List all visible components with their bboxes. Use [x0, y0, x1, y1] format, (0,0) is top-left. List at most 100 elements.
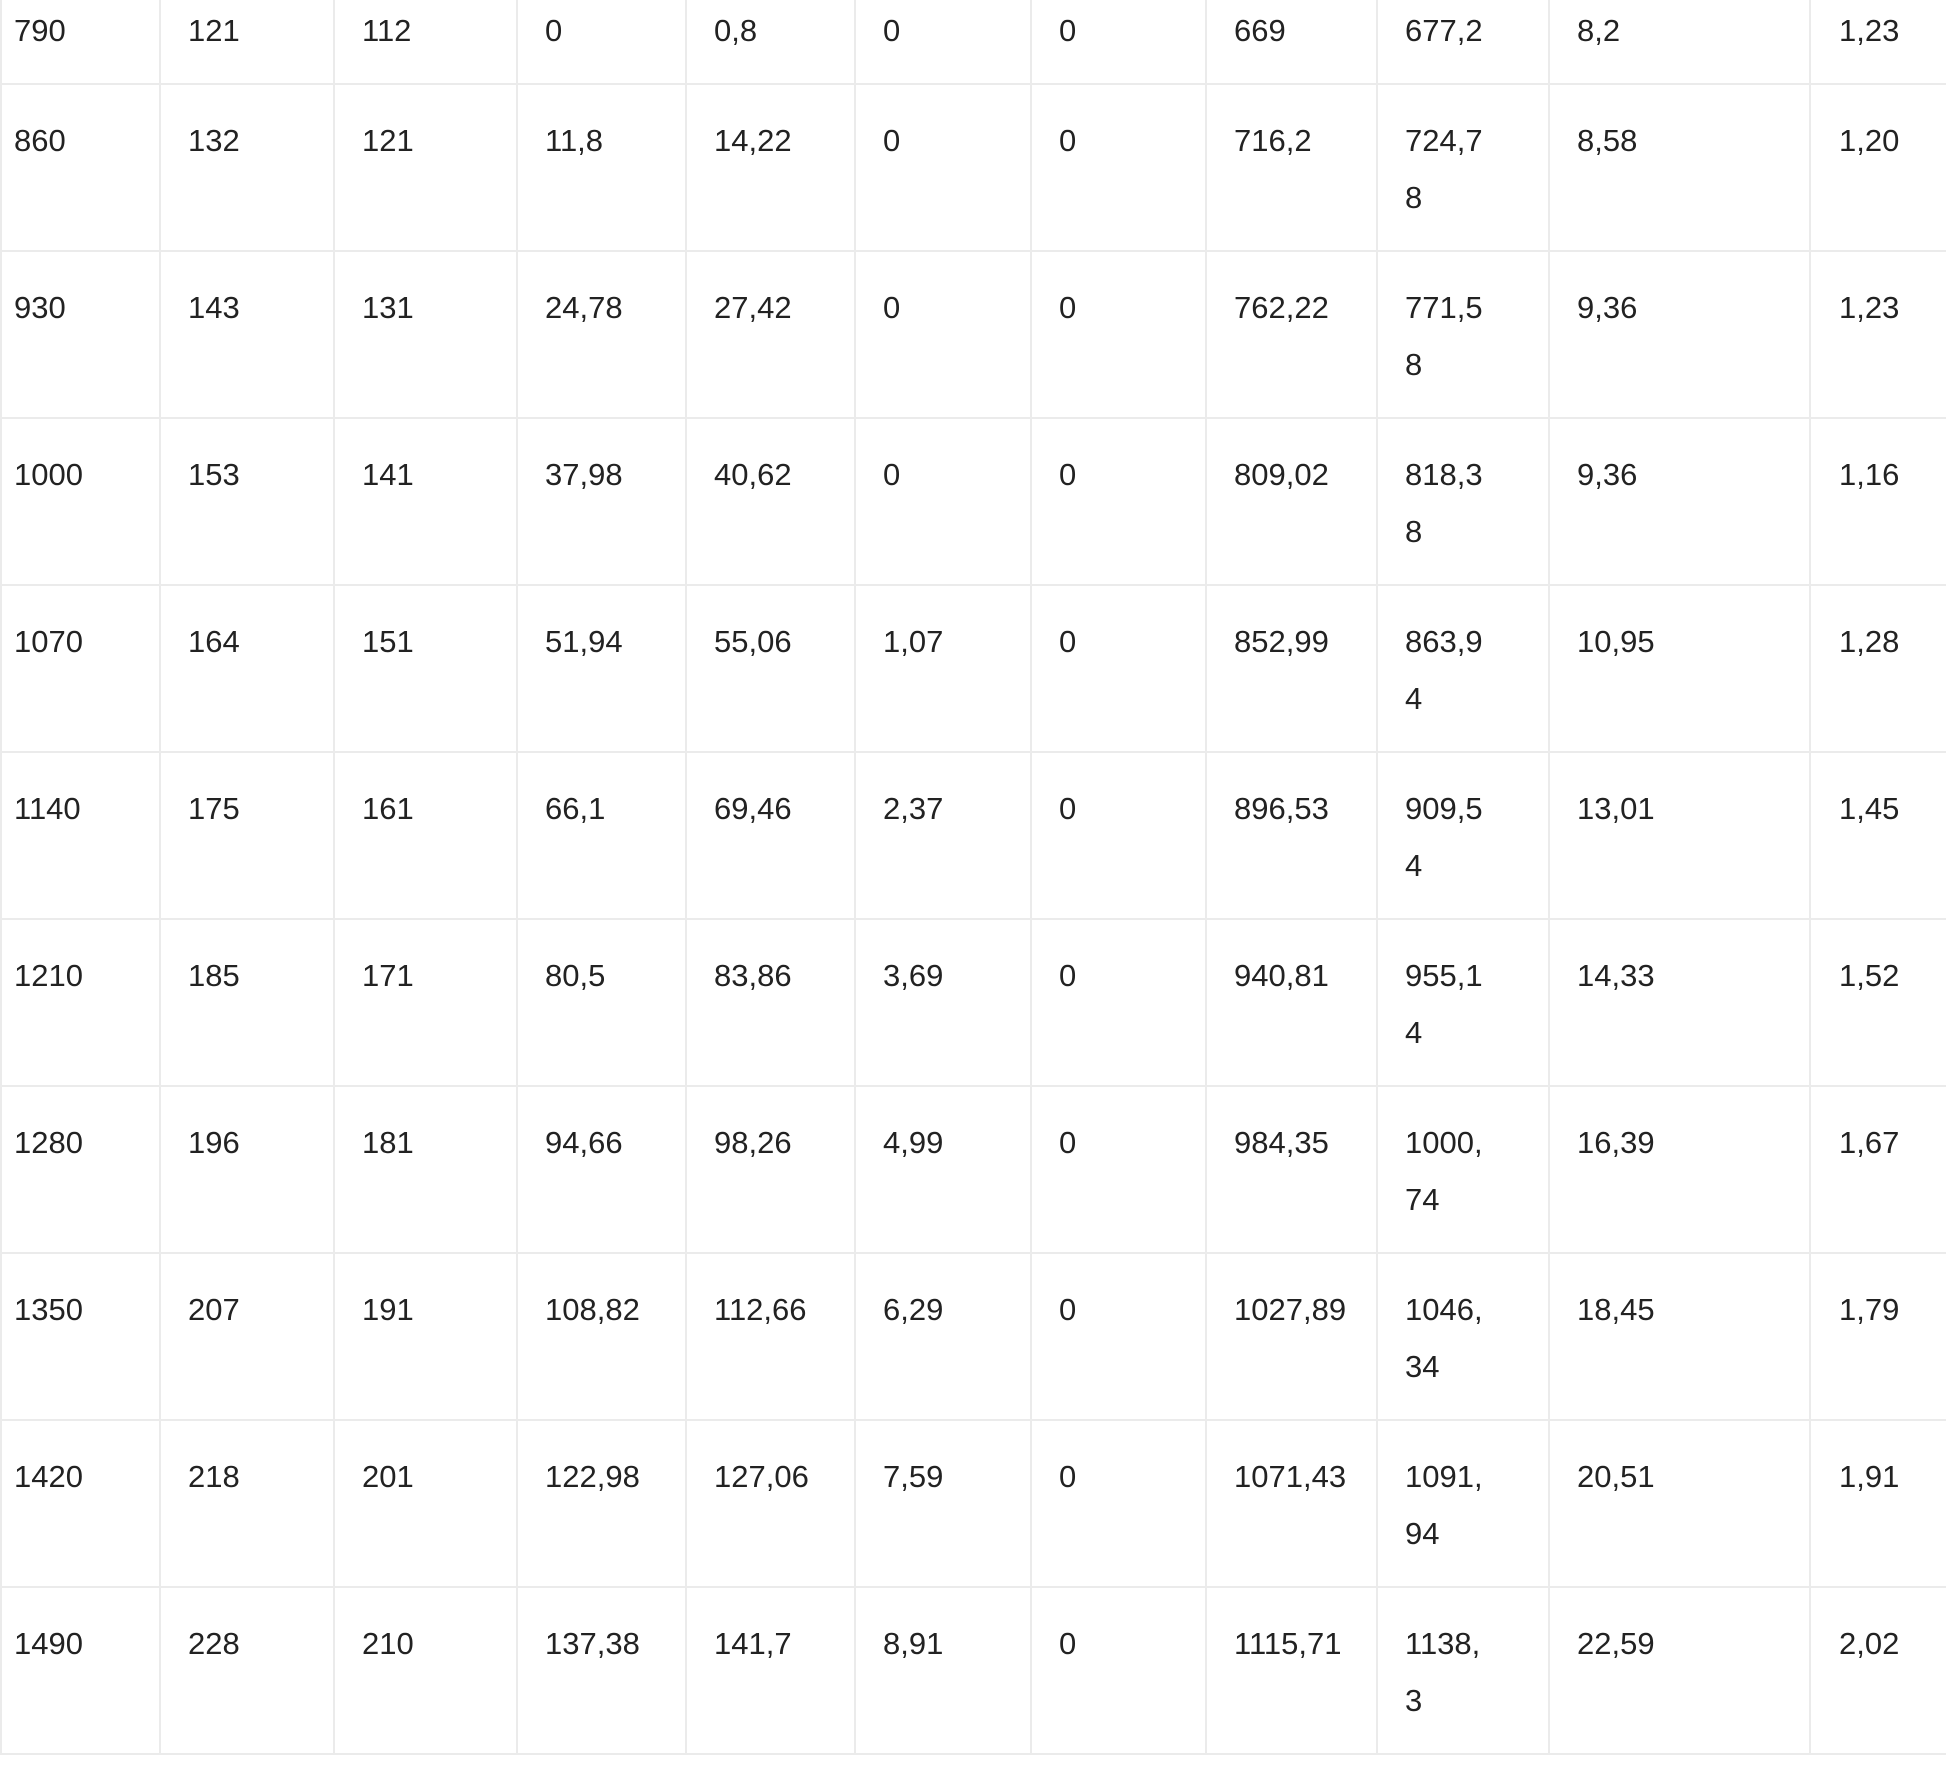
table-cell: 207	[159, 1252, 335, 1421]
table-cell: 112	[333, 0, 518, 85]
table-cell: 1,79	[1809, 1252, 1946, 1421]
table-cell: 790	[0, 0, 161, 85]
table-cell: 1490	[0, 1586, 161, 1755]
table-cell: 14,33	[1548, 918, 1811, 1087]
table-cell: 0	[854, 250, 1032, 419]
table-cell: 69,46	[685, 751, 856, 920]
table-cell: 6,29	[854, 1252, 1032, 1421]
table-cell: 122,98	[516, 1419, 687, 1588]
table-row: 1350 207 191 108,82 112,66 6,29 0 1027,89 1046,3…	[0, 1252, 1946, 1421]
table-cell: 1,20	[1809, 83, 1946, 252]
table-cell: 1280	[0, 1085, 161, 1254]
table-cell: 0	[1030, 918, 1207, 1087]
table-cell: 8,2	[1548, 0, 1811, 85]
table-cell: 955,14	[1376, 918, 1550, 1087]
table-cell: 1,45	[1809, 751, 1946, 920]
table-cell: 0	[516, 0, 687, 85]
table-cell: 677,2	[1376, 0, 1550, 85]
table-cell: 860	[0, 83, 161, 252]
table-cell: 4,99	[854, 1085, 1032, 1254]
table-cell: 51,94	[516, 584, 687, 753]
table-cell: 151	[333, 584, 518, 753]
table-cell: 0	[1030, 1252, 1207, 1421]
table-cell: 0	[1030, 1586, 1207, 1755]
table-cell: 0	[1030, 1085, 1207, 1254]
table-cell: 984,35	[1205, 1085, 1378, 1254]
table-cell: 13,01	[1548, 751, 1811, 920]
table-cell: 0	[854, 83, 1032, 252]
table-cell: 1,67	[1809, 1085, 1946, 1254]
table-row: 1140 175 161 66,1 69,46 2,37 0 896,53 909,54 13,0…	[0, 751, 1946, 920]
table-cell: 1350	[0, 1252, 161, 1421]
table-cell: 131	[333, 250, 518, 419]
table-cell: 809,02	[1205, 417, 1378, 586]
table-cell: 137,38	[516, 1586, 687, 1755]
table-cell: 8,91	[854, 1586, 1032, 1755]
table-cell: 141,7	[685, 1586, 856, 1755]
table-cell: 37,98	[516, 417, 687, 586]
table-cell: 16,39	[1548, 1085, 1811, 1254]
table-cell: 1091,94	[1376, 1419, 1550, 1588]
table-cell: 818,38	[1376, 417, 1550, 586]
table-cell: 40,62	[685, 417, 856, 586]
table-cell: 1,23	[1809, 250, 1946, 419]
table-row: 1000 153 141 37,98 40,62 0 0 809,02 818,38 9,36 1,…	[0, 417, 1946, 586]
table-cell: 20,51	[1548, 1419, 1811, 1588]
table-cell: 1,52	[1809, 918, 1946, 1087]
table-cell: 0	[1030, 584, 1207, 753]
table-cell: 191	[333, 1252, 518, 1421]
table-cell: 1138,3	[1376, 1586, 1550, 1755]
table-cell: 55,06	[685, 584, 856, 753]
table-cell: 108,82	[516, 1252, 687, 1421]
table-cell: 863,94	[1376, 584, 1550, 753]
table-cell: 930	[0, 250, 161, 419]
table-row: 860 132 121 11,8 14,22 0 0 716,2 724,78 8,58 1,20	[0, 83, 1946, 252]
table-cell: 1070	[0, 584, 161, 753]
table-row: 790 121 112 0 0,8 0 0 669 677,2 8,2 1,23	[0, 0, 1946, 85]
table-cell: 24,78	[516, 250, 687, 419]
table-cell: 1000	[0, 417, 161, 586]
table-cell: 141	[333, 417, 518, 586]
table-cell: 22,59	[1548, 1586, 1811, 1755]
table-cell: 8,58	[1548, 83, 1811, 252]
table-cell: 1140	[0, 751, 161, 920]
table-cell: 2,02	[1809, 1586, 1946, 1755]
table-cell: 18,45	[1548, 1252, 1811, 1421]
table-cell: 1,23	[1809, 0, 1946, 85]
table-cell: 11,8	[516, 83, 687, 252]
table-cell: 762,22	[1205, 250, 1378, 419]
table-cell: 9,36	[1548, 417, 1811, 586]
table-cell: 2,37	[854, 751, 1032, 920]
table-cell: 210	[333, 1586, 518, 1755]
table-cell: 1,28	[1809, 584, 1946, 753]
table-cell: 196	[159, 1085, 335, 1254]
table-cell: 112,66	[685, 1252, 856, 1421]
table-cell: 94,66	[516, 1085, 687, 1254]
table-cell: 3,69	[854, 918, 1032, 1087]
table-cell: 201	[333, 1419, 518, 1588]
table-cell: 9,36	[1548, 250, 1811, 419]
table-cell: 185	[159, 918, 335, 1087]
table-cell: 121	[159, 0, 335, 85]
table-cell: 1420	[0, 1419, 161, 1588]
table-row: 1210 185 171 80,5 83,86 3,69 0 940,81 955,14 14,3…	[0, 918, 1946, 1087]
table-cell: 716,2	[1205, 83, 1378, 252]
table-cell: 909,54	[1376, 751, 1550, 920]
table-cell: 0	[1030, 751, 1207, 920]
table-cell: 1210	[0, 918, 161, 1087]
table-cell: 852,99	[1205, 584, 1378, 753]
table-cell: 27,42	[685, 250, 856, 419]
table-cell: 14,22	[685, 83, 856, 252]
table-cell: 132	[159, 83, 335, 252]
table-cell: 0,8	[685, 0, 856, 85]
table-cell: 164	[159, 584, 335, 753]
table-cell: 171	[333, 918, 518, 1087]
table-cell: 896,53	[1205, 751, 1378, 920]
table-row: 1280 196 181 94,66 98,26 4,99 0 984,35 1000,74 16…	[0, 1085, 1946, 1254]
table-row: 1490 228 210 137,38 141,7 8,91 0 1115,71 1138,3 2…	[0, 1586, 1946, 1755]
table-cell: 228	[159, 1586, 335, 1755]
table-cell: 771,58	[1376, 250, 1550, 419]
table-cell: 127,06	[685, 1419, 856, 1588]
table-cell: 98,26	[685, 1085, 856, 1254]
table-cell: 940,81	[1205, 918, 1378, 1087]
